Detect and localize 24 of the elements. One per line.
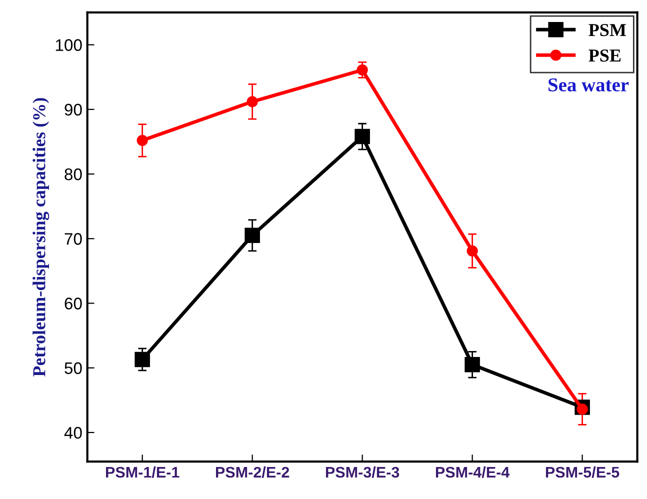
point bbox=[244, 228, 260, 244]
point bbox=[246, 96, 258, 108]
y-tick-label: 100 bbox=[56, 39, 82, 51]
y-tick-label: 50 bbox=[64, 362, 82, 374]
point bbox=[464, 357, 480, 372]
point bbox=[354, 128, 370, 144]
point bbox=[356, 64, 368, 76]
y-tick-label: 60 bbox=[64, 298, 82, 310]
x-tick-label: PSM-1/E-1 bbox=[106, 466, 180, 478]
y-axis-title: Petroleum-dispersing capacities (%) bbox=[32, 98, 50, 376]
legend-label: PSE bbox=[588, 50, 621, 62]
y-tick-label: 90 bbox=[64, 104, 82, 116]
y-tick-label: 40 bbox=[64, 426, 82, 439]
x-tick-label: PSM-4/E-4 bbox=[436, 466, 510, 478]
x-tick-label: PSM-2/E-2 bbox=[216, 466, 290, 478]
point bbox=[136, 134, 148, 146]
y-tick-label: 80 bbox=[64, 168, 82, 180]
x-tick-label: PSM-5/E-5 bbox=[546, 466, 620, 478]
y-tick-label: 70 bbox=[64, 233, 82, 245]
point bbox=[466, 245, 478, 256]
legend-label: PSM bbox=[588, 24, 626, 36]
point bbox=[134, 352, 150, 368]
x-tick-label: PSM-3/E-3 bbox=[326, 466, 400, 478]
annotation: Sea water bbox=[548, 78, 629, 92]
